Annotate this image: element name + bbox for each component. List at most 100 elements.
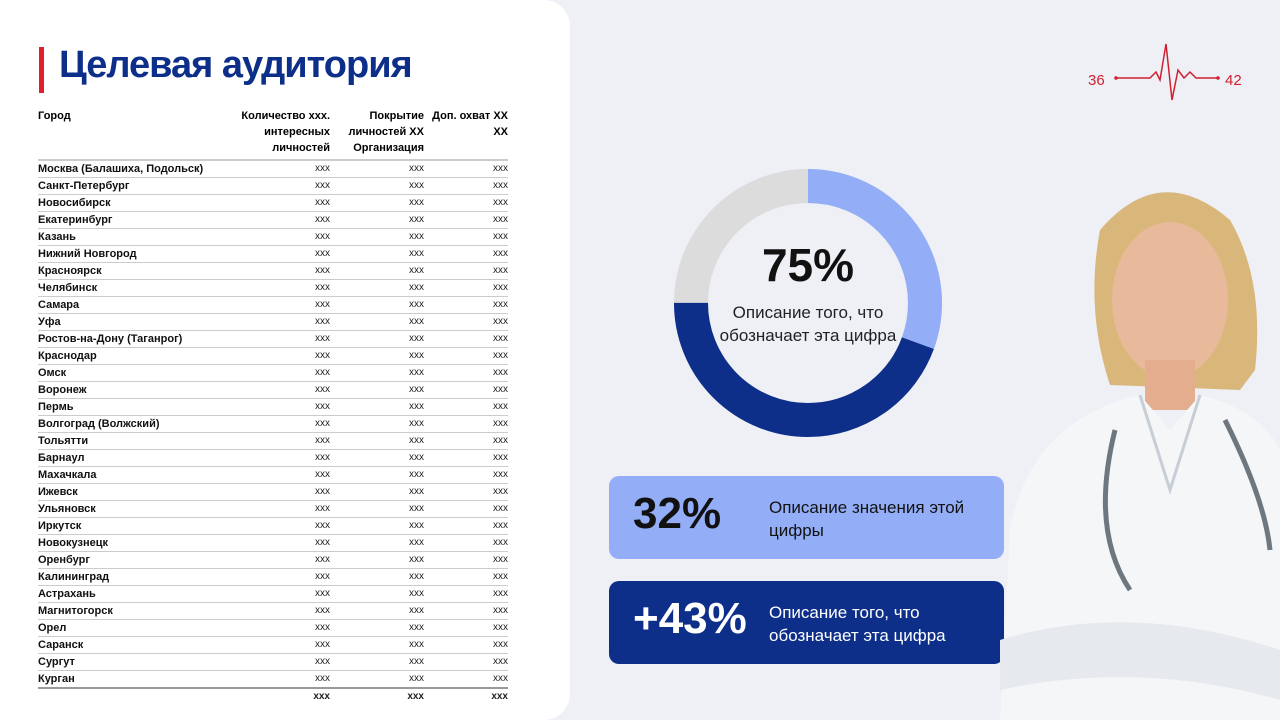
cell: xxx — [424, 347, 508, 365]
city-cell: Сургут — [38, 653, 218, 671]
doctor-photo — [1000, 192, 1280, 720]
city-cell: Новокузнецк — [38, 534, 218, 552]
cell: xxx — [424, 330, 508, 348]
cell: xxx — [218, 347, 330, 365]
city-cell: Москва (Балашиха, Подольск) — [38, 160, 218, 178]
cell: xxx — [330, 228, 424, 246]
city-cell: Тольятти — [38, 432, 218, 450]
city-cell: Махачкала — [38, 466, 218, 484]
table-row: Нижний Новгород xxx xxx xxx — [38, 245, 508, 263]
cell: xxx — [218, 568, 330, 586]
cell: xxx — [330, 262, 424, 280]
table-row: Сургут xxx xxx xxx — [38, 653, 508, 671]
cell: xxx — [218, 160, 330, 178]
cell: xxx — [218, 534, 330, 552]
cell: xxx — [218, 262, 330, 280]
cell: xxx — [330, 211, 424, 229]
cell: xxx — [218, 551, 330, 569]
stat-description: Описание того, что обозначает эта цифра — [769, 603, 946, 645]
cell: xxx — [218, 636, 330, 654]
cell: xxx — [218, 585, 330, 603]
city-cell: Пермь — [38, 398, 218, 416]
city-cell: Самара — [38, 296, 218, 314]
cell: xxx — [330, 296, 424, 314]
collar — [1138, 394, 1202, 495]
stat-value: +43% — [633, 594, 747, 643]
dot — [1114, 76, 1118, 80]
table-row: Орел xxx xxx xxx — [38, 619, 508, 637]
cell: xxx — [424, 296, 508, 314]
column-header: Доп. охват XX XX — [424, 108, 508, 161]
table-row: Воронеж xxx xxx xxx — [38, 381, 508, 399]
cell: xxx — [330, 483, 424, 501]
neck — [1145, 360, 1195, 410]
cell: xxx — [424, 160, 508, 178]
cell: xxx — [330, 398, 424, 416]
cell: xxx — [424, 568, 508, 586]
city-cell: Курган — [38, 670, 218, 689]
table-row: Уфа xxx xxx xxx — [38, 313, 508, 331]
cell: xxx — [330, 160, 424, 178]
cell: xxx — [424, 228, 508, 246]
cell: xxx — [330, 177, 424, 195]
cell: xxx — [218, 517, 330, 535]
column-header: Количество xxx. интересных личностей — [218, 108, 330, 161]
cell: xxx — [424, 551, 508, 569]
cell: xxx — [330, 415, 424, 433]
crossed-arms — [1000, 622, 1280, 700]
cell: xxx — [424, 602, 508, 620]
cell: xxx — [330, 585, 424, 603]
city-table: Город Количество xxx. интересных личносте… — [38, 108, 508, 705]
table-row: Самара xxx xxx xxx — [38, 296, 508, 314]
table-row: Барнаул xxx xxx xxx — [38, 449, 508, 467]
cell: xxx — [424, 449, 508, 467]
face — [1112, 222, 1228, 378]
table-row: Омск xxx xxx xxx — [38, 364, 508, 382]
table-row: Курган xxx xxx xxx — [38, 670, 508, 689]
cell: xxx — [330, 670, 424, 689]
total-spacer — [38, 687, 218, 705]
cell: xxx — [424, 517, 508, 535]
city-cell: Уфа — [38, 313, 218, 331]
cell: xxx — [424, 619, 508, 637]
stat-description: Описание значения этой цифры — [769, 498, 965, 540]
table-row: Москва (Балашиха, Подольск) xxx xxx xxx — [38, 160, 508, 178]
cell: xxx — [218, 228, 330, 246]
cell: xxx — [218, 602, 330, 620]
cell: xxx — [424, 432, 508, 450]
cell: xxx — [424, 262, 508, 280]
cell: xxx — [330, 449, 424, 467]
cell: xxx — [218, 313, 330, 331]
cell: xxx — [330, 279, 424, 297]
total-cell: xxx — [424, 687, 508, 705]
cell: xxx — [424, 466, 508, 484]
city-cell: Челябинск — [38, 279, 218, 297]
cell: xxx — [330, 500, 424, 518]
city-cell: Орел — [38, 619, 218, 637]
city-cell: Саранск — [38, 636, 218, 654]
cell: xxx — [330, 534, 424, 552]
table-row: Оренбург xxx xxx xxx — [38, 551, 508, 569]
column-header: Город — [38, 108, 218, 161]
table-row: Екатеринбург xxx xxx xxx — [38, 211, 508, 229]
cell: xxx — [330, 619, 424, 637]
table-row: Новокузнецк xxx xxx xxx — [38, 534, 508, 552]
cell: xxx — [424, 483, 508, 501]
cell: xxx — [330, 347, 424, 365]
table-row: Ижевск xxx xxx xxx — [38, 483, 508, 501]
table-row: Магнитогорск xxx xxx xxx — [38, 602, 508, 620]
table-row: Иркутск xxx xxx xxx — [38, 517, 508, 535]
stethoscope — [1102, 418, 1273, 592]
dot — [1216, 76, 1220, 80]
city-cell: Нижний Новгород — [38, 245, 218, 263]
cell: xxx — [218, 211, 330, 229]
city-cell: Магнитогорск — [38, 602, 218, 620]
cell: xxx — [424, 211, 508, 229]
table-row: Ульяновск xxx xxx xxx — [38, 500, 508, 518]
table-row: Красноярск xxx xxx xxx — [38, 262, 508, 280]
city-cell: Екатеринбург — [38, 211, 218, 229]
city-cell: Барнаул — [38, 449, 218, 467]
cell: xxx — [218, 398, 330, 416]
cell: xxx — [424, 415, 508, 433]
